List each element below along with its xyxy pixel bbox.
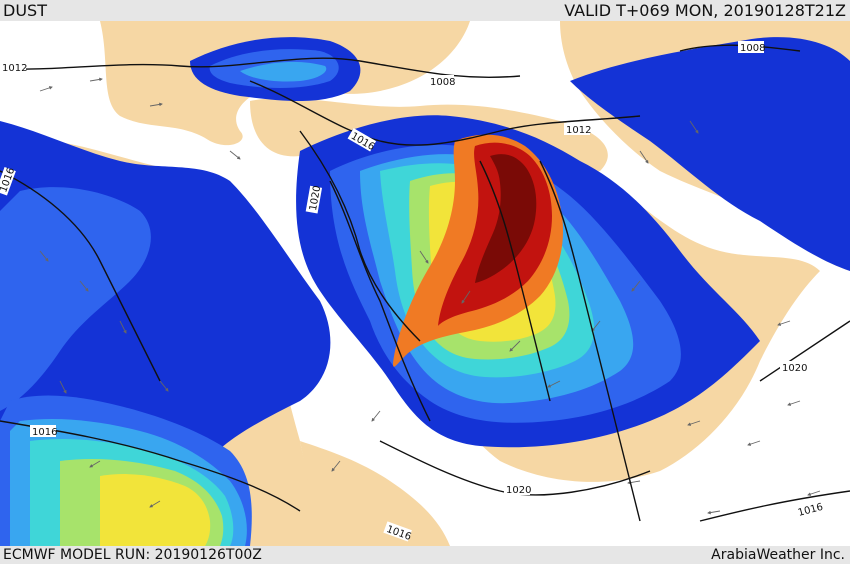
svg-text:1016: 1016 (32, 427, 57, 438)
isobar-label-1012-west: 1012 (0, 61, 27, 74)
svg-text:1008: 1008 (740, 43, 765, 54)
dust-band-deep-blue-east (570, 37, 850, 271)
svg-text:1020: 1020 (308, 185, 323, 212)
map-canvas: 1012 1016 1008 1012 1008 1020 (0, 21, 850, 546)
svg-text:1020: 1020 (506, 485, 531, 496)
svg-text:1008: 1008 (430, 77, 455, 88)
header-bar: DUST VALID T+069 MON, 20190128T21Z (0, 0, 850, 21)
dust-band-light-blue-north (240, 61, 327, 82)
dust-band-yellow-southwest (100, 474, 211, 546)
isobar-label-1008-northeast: 1008 (738, 41, 765, 54)
dust-band-dark-red-core (475, 154, 537, 283)
valid-time-label: VALID T+069 MON, 20190128T21Z (564, 1, 846, 20)
isobar-label-1008-north: 1008 (428, 75, 455, 88)
horn-africa-land (300, 441, 450, 546)
isobar-labels: 1012 1016 1008 1012 1008 1020 (0, 41, 824, 543)
credit-label: ArabiaWeather Inc. (711, 547, 845, 563)
isobar-label-1012-east: 1012 (564, 123, 591, 136)
svg-text:1020: 1020 (782, 363, 807, 374)
isobar-lines (0, 44, 850, 522)
model-run-label: ECMWF MODEL RUN: 20190126T00Z (3, 547, 262, 563)
dust-forecast-map[interactable]: 1012 1016 1008 1012 1008 1020 (0, 21, 850, 546)
isobar-label-1020-levant: 1020 (305, 185, 323, 214)
svg-text:1012: 1012 (566, 125, 591, 136)
product-title: DUST (3, 1, 47, 20)
footer-bar: ECMWF MODEL RUN: 20190126T00Z ArabiaWeat… (0, 546, 850, 564)
dust-concentration-field (0, 37, 850, 546)
dust-band-blue-west (0, 187, 151, 411)
wind-vectors (39, 77, 821, 515)
isobar-label-1016-southwest: 1016 (30, 425, 57, 438)
svg-text:1012: 1012 (2, 63, 27, 74)
isobar-label-1020-east: 1020 (780, 361, 807, 374)
isobar-label-1020-arabia: 1020 (504, 483, 531, 496)
